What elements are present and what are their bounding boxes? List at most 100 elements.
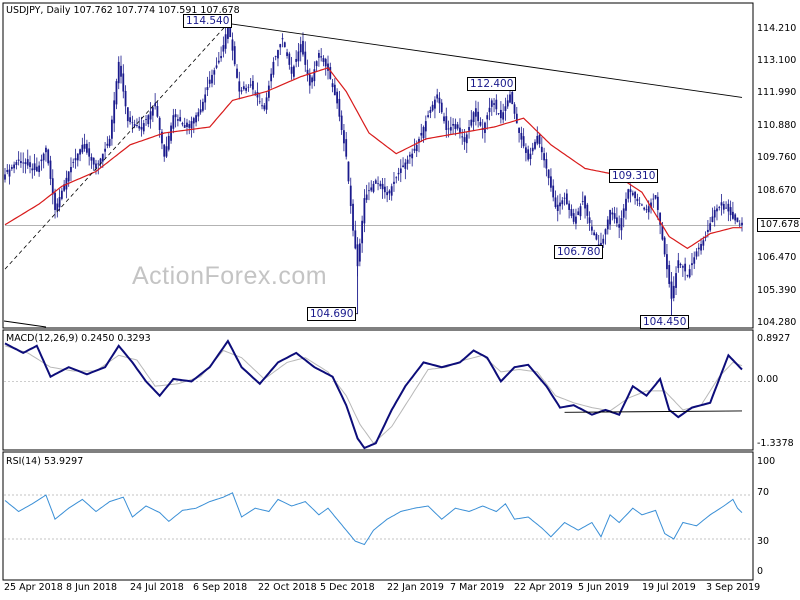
candle-body bbox=[120, 65, 122, 77]
candle-body bbox=[324, 59, 327, 67]
price-plot bbox=[3, 19, 743, 328]
candle-body bbox=[267, 85, 270, 98]
candle-body bbox=[252, 80, 254, 90]
candle-body bbox=[343, 130, 345, 144]
candle-body bbox=[470, 119, 473, 126]
candle-body bbox=[238, 81, 241, 92]
candle-body bbox=[372, 183, 375, 192]
candle-body bbox=[190, 121, 193, 129]
candle-body bbox=[513, 104, 516, 114]
candle-body bbox=[311, 77, 313, 83]
candle-body bbox=[474, 108, 477, 117]
price-tick: 108.670 bbox=[757, 185, 797, 196]
candle-body bbox=[297, 51, 300, 62]
candle-body bbox=[315, 61, 318, 67]
candle-body bbox=[233, 46, 236, 65]
candle-body bbox=[463, 137, 466, 142]
candle-body bbox=[568, 203, 571, 210]
candle-body bbox=[456, 124, 459, 129]
candle-body bbox=[625, 198, 627, 211]
candle-body bbox=[695, 251, 698, 257]
candle-body bbox=[354, 230, 357, 249]
candle-body bbox=[279, 44, 282, 48]
candle-body bbox=[497, 113, 500, 115]
date-tick: 3 Sep 2019 bbox=[706, 582, 761, 593]
candle-body bbox=[468, 127, 470, 131]
candle-body bbox=[402, 165, 404, 168]
candle-body bbox=[572, 213, 575, 222]
candle-body bbox=[363, 198, 366, 224]
candle-body bbox=[79, 149, 81, 155]
candle-body bbox=[377, 183, 379, 185]
candle-body bbox=[388, 190, 391, 194]
candle-body bbox=[420, 132, 423, 136]
candle-body bbox=[247, 86, 250, 88]
price-tick: 109.760 bbox=[757, 152, 797, 163]
candle-body bbox=[256, 92, 259, 98]
candle-body bbox=[675, 273, 677, 288]
candle-body bbox=[484, 122, 486, 133]
candle-body bbox=[306, 69, 309, 76]
candle-body bbox=[593, 232, 596, 236]
candle-body bbox=[645, 209, 648, 211]
candle-body bbox=[163, 144, 166, 157]
candle-body bbox=[8, 169, 11, 177]
candle-body bbox=[95, 163, 97, 169]
candle-body bbox=[370, 187, 373, 191]
rsi-tick: 70 bbox=[757, 487, 770, 498]
date-tick: 6 Sep 2018 bbox=[193, 582, 248, 593]
candle-body bbox=[322, 58, 325, 62]
candle-body bbox=[479, 121, 482, 126]
candle-body bbox=[140, 127, 143, 130]
macd-tick: 0.00 bbox=[757, 374, 779, 385]
price-panel-title: USDJPY, Daily 107.762 107.774 107.591 10… bbox=[6, 5, 240, 16]
candle-body bbox=[552, 185, 555, 198]
candle-body bbox=[170, 125, 172, 141]
candle-body bbox=[222, 45, 225, 52]
rsi-line bbox=[4, 492, 743, 546]
annotation-low-label: 104.450 bbox=[640, 315, 690, 329]
candle-body bbox=[543, 153, 546, 161]
candle-body bbox=[295, 58, 298, 62]
macd-tick: 0.8927 bbox=[757, 333, 791, 344]
date-tick: 19 Jul 2019 bbox=[642, 582, 696, 593]
candle-body bbox=[122, 73, 125, 92]
candle-body bbox=[536, 135, 539, 144]
candle-body bbox=[60, 190, 63, 199]
candle-body bbox=[529, 153, 532, 159]
candle-body bbox=[156, 106, 159, 117]
candle-body bbox=[145, 119, 147, 120]
candle-body bbox=[652, 198, 655, 200]
candle-body bbox=[559, 202, 561, 207]
candle-body bbox=[220, 55, 222, 59]
candle-body bbox=[181, 123, 184, 125]
candle-body bbox=[736, 217, 739, 223]
candle-body bbox=[47, 149, 50, 164]
candle-body bbox=[54, 192, 56, 210]
candle-body bbox=[449, 127, 452, 131]
candle-body bbox=[13, 164, 15, 169]
candle-body bbox=[24, 162, 27, 165]
candle-body bbox=[404, 162, 407, 169]
candle-body bbox=[443, 116, 445, 122]
candle-body bbox=[88, 148, 91, 157]
candle-body bbox=[540, 146, 543, 153]
falling-trendline bbox=[227, 22, 743, 98]
candle-body bbox=[713, 209, 716, 218]
candle-body bbox=[240, 90, 243, 92]
annotation-low-label: 106.780 bbox=[554, 245, 604, 259]
candle-body bbox=[379, 183, 382, 187]
candle-body bbox=[188, 124, 191, 128]
candle-body bbox=[697, 247, 700, 250]
candle-body bbox=[727, 203, 730, 212]
candle-body bbox=[638, 203, 641, 205]
date-tick: 7 Mar 2019 bbox=[450, 582, 505, 593]
candle-body bbox=[179, 117, 182, 122]
candle-body bbox=[231, 39, 234, 51]
candle-body bbox=[224, 34, 227, 49]
candle-body bbox=[681, 266, 684, 268]
candle-body bbox=[299, 44, 302, 53]
annotation-high-label: 114.540 bbox=[183, 14, 233, 28]
macd-signal-line bbox=[4, 345, 743, 444]
candle-body bbox=[488, 107, 491, 113]
